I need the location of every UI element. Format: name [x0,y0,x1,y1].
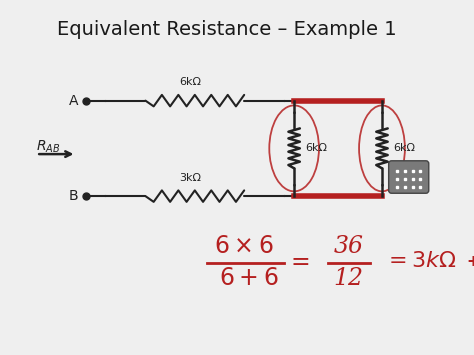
Text: 6kΩ: 6kΩ [179,77,201,87]
Text: Equivalent Resistance – Example 1: Equivalent Resistance – Example 1 [56,21,396,39]
Text: 6kΩ: 6kΩ [393,143,415,153]
Text: 3kΩ: 3kΩ [179,173,201,183]
Text: 36: 36 [334,235,364,258]
Text: $=3k\Omega$: $=3k\Omega$ [384,250,456,272]
Text: 12: 12 [334,267,364,290]
Text: +: + [466,253,474,268]
Text: $6\times6$: $6\times6$ [214,235,273,258]
Text: $R_{AB}$: $R_{AB}$ [36,138,61,155]
Text: B: B [69,189,78,203]
Text: A: A [69,94,78,108]
Text: $6+6$: $6+6$ [219,267,278,290]
FancyBboxPatch shape [466,255,474,268]
Text: 6kΩ: 6kΩ [306,143,328,153]
FancyBboxPatch shape [389,161,429,193]
Text: =: = [291,250,310,274]
